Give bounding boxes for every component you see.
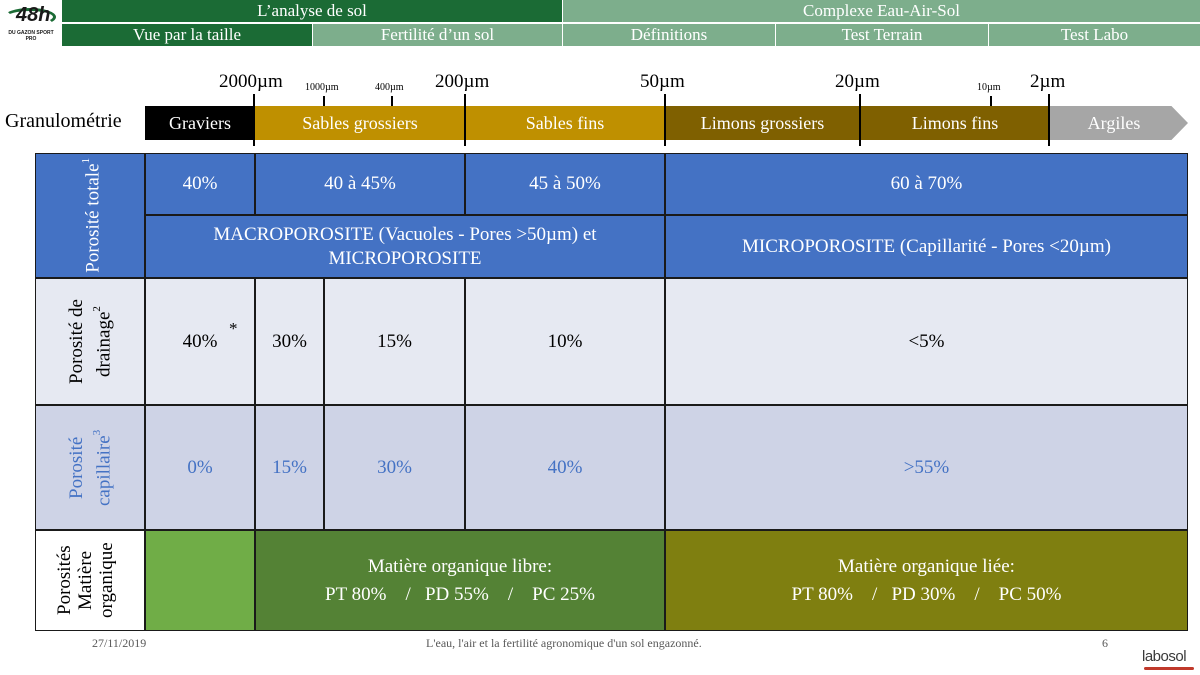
pt-sables-fins: 45 à 50%: [465, 153, 665, 215]
band-limons-grossiers-label: Limons grossiers: [700, 112, 825, 133]
pt-graviers: 40%: [145, 153, 255, 215]
tick-2000: 2000µm: [219, 71, 283, 92]
nav-analyse-sol[interactable]: L’analyse de sol: [62, 0, 562, 22]
mo-graviers: [145, 530, 255, 631]
brand-logo: 48h DU GAZON SPORT PRO: [2, 2, 60, 44]
nav-tab-fertilite[interactable]: Fertilité d’un sol: [312, 24, 562, 46]
footer-page: 6: [1102, 636, 1108, 650]
nav-tab-definitions[interactable]: Définitions: [562, 24, 775, 46]
pc-sables-grossiers-1: 15%: [255, 405, 324, 530]
mo-libre-values: PT 80% / PD 55% / PC 25%: [325, 583, 595, 605]
row-header-porosites-mo: Porosités Matière organique: [35, 530, 145, 631]
pd-graviers: 40% *: [145, 278, 255, 405]
band-limons-fins: Limons fins: [860, 106, 1050, 140]
tick-line-400: [391, 96, 393, 106]
nav-tab-vue-taille[interactable]: Vue par la taille: [62, 24, 312, 46]
band-graviers-label: Graviers: [169, 112, 231, 133]
tick-1000: 1000µm: [305, 82, 339, 93]
row-header-porosite-totale-text: Porosité totale1: [80, 158, 104, 273]
band-graviers: Graviers: [145, 106, 255, 140]
microporosite-note: MICROPOROSITE (Capillarité - Pores <20µm…: [665, 215, 1188, 278]
nav-tab-test-labo-label: Test Labo: [1060, 25, 1129, 44]
tick-line-1000: [323, 96, 325, 106]
row-header-porosite-drainage: Porosité de drainage2: [35, 278, 145, 405]
mo-libre: Matière organique libre: PT 80% / PD 55%…: [255, 530, 665, 631]
row-header-porosite-capillaire: Porosité capillaire3: [35, 405, 145, 530]
pc-sables-grossiers-2: 30%: [324, 405, 465, 530]
labosol-logo-text: labosol: [1142, 648, 1187, 665]
band-argiles: Argiles: [1050, 106, 1188, 140]
band-sables-grossiers-label: Sables grossiers: [302, 112, 418, 133]
logo-text: 48h: [16, 4, 51, 26]
pd-limons: <5%: [665, 278, 1188, 405]
nav-tab-vue-taille-label: Vue par la taille: [132, 25, 241, 44]
tick-line-10: [990, 96, 992, 106]
logo-sub: DU GAZON SPORT PRO: [8, 30, 54, 42]
nav-tab-definitions-label: Définitions: [630, 25, 708, 44]
band-sables-grossiers: Sables grossiers: [255, 106, 465, 140]
macroporosite-note: MACROPOROSITE (Vacuoles - Pores >50µm) e…: [145, 215, 665, 278]
pd-asterisk: *: [229, 319, 238, 338]
pc-sables-fins: 40%: [465, 405, 665, 530]
tick-line-50: [664, 94, 666, 146]
nav-analyse-sol-label: L’analyse de sol: [257, 1, 367, 20]
labosol-logo: labosol: [1142, 648, 1198, 672]
labosol-swoosh: [1144, 667, 1194, 670]
pd-sables-fins: 10%: [465, 278, 665, 405]
mo-liee-title: Matière organique liée:: [838, 555, 1015, 577]
tick-line-2: [1048, 94, 1050, 146]
tick-2: 2µm: [1030, 71, 1066, 92]
tick-200: 200µm: [435, 71, 490, 92]
nav-tab-test-terrain-label: Test Terrain: [841, 25, 923, 44]
granulo-label: Granulométrie: [5, 110, 122, 132]
nav-tab-fertilite-label: Fertilité d’un sol: [380, 25, 495, 44]
row-header-porosite-capillaire-text: Porosité capillaire3: [65, 429, 115, 506]
nav-complexe[interactable]: Complexe Eau-Air-Sol: [562, 0, 1200, 22]
mo-libre-title: Matière organique libre:: [367, 555, 553, 577]
pc-limons: >55%: [665, 405, 1188, 530]
pd-graviers-value: 40%: [182, 330, 218, 352]
logo-swoosh: [4, 8, 56, 26]
nav-complexe-label: Complexe Eau-Air-Sol: [803, 1, 960, 20]
tick-20: 20µm: [835, 71, 880, 92]
pd-sables-grossiers-2: 15%: [324, 278, 465, 405]
nav-tab-test-terrain[interactable]: Test Terrain: [775, 24, 988, 46]
band-argiles-label: Argiles: [1087, 112, 1141, 133]
tick-line-20: [859, 94, 861, 146]
footer-title: L'eau, l'air et la fertilité agronomique…: [426, 636, 702, 650]
mo-liee-values: PT 80% / PD 30% / PC 50%: [791, 583, 1062, 605]
mo-liee: Matière organique liée: PT 80% / PD 30% …: [665, 530, 1188, 631]
band-limons-grossiers: Limons grossiers: [665, 106, 860, 140]
band-sables-fins: Sables fins: [465, 106, 665, 140]
pc-graviers: 0%: [145, 405, 255, 530]
tick-line-200: [464, 94, 466, 146]
band-sables-fins-label: Sables fins: [525, 112, 605, 133]
pt-limons: 60 à 70%: [665, 153, 1188, 215]
pd-sables-grossiers-1: 30%: [255, 278, 324, 405]
row-header-porosite-drainage-text: Porosité de drainage2: [65, 299, 115, 384]
nav-tab-test-labo[interactable]: Test Labo: [988, 24, 1200, 46]
footer-date: 27/11/2019: [92, 636, 147, 650]
tick-10: 10µm: [977, 82, 1001, 93]
band-limons-fins-label: Limons fins: [911, 112, 999, 133]
row-header-porosites-mo-text: Porosités Matière organique: [54, 542, 117, 619]
tick-400: 400µm: [375, 82, 404, 93]
row-header-porosite-totale: Porosité totale1: [35, 153, 145, 278]
pt-sables-grossiers: 40 à 45%: [255, 153, 465, 215]
tick-line-2000: [253, 94, 255, 146]
tick-50: 50µm: [640, 71, 685, 92]
